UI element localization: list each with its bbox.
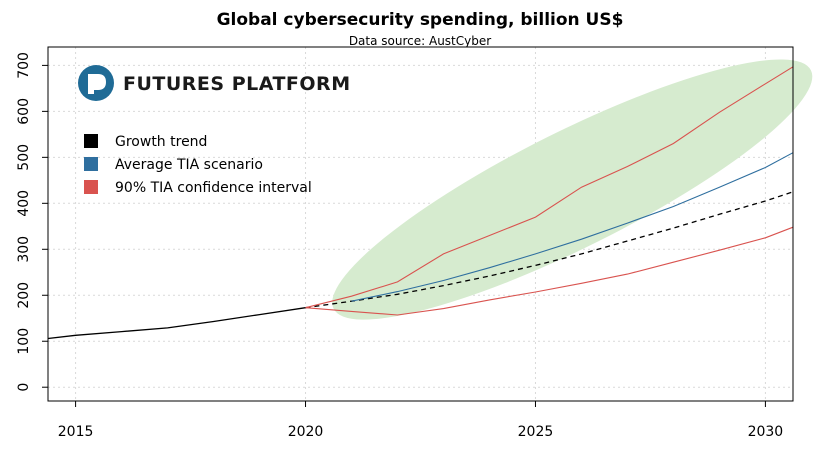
legend-swatch [84,157,98,171]
x-tick-label: 2025 [518,424,554,440]
y-tick-label: 700 [16,52,32,79]
x-tick-label: 2020 [288,424,324,440]
legend-label: Growth trend [115,134,207,150]
legend-label: 90% TIA confidence interval [115,180,312,196]
legend: Growth trend Average TIA scenario 90% TIA … [84,134,312,196]
x-axis: 2015 2020 2025 2030 [58,401,783,440]
legend-swatch [84,134,98,148]
y-axis: 0 100 200 300 400 500 600 700 [16,52,48,392]
x-tick-label: 2030 [748,424,784,440]
chart-subtitle: Data source: AustCyber [349,34,491,48]
legend-label: Average TIA scenario [115,157,263,173]
logo-text: FUTURES PLATFORM [123,73,351,95]
logo: FUTURES PLATFORM [78,65,351,101]
y-tick-label: 100 [16,328,32,355]
series-line-0 [47,307,306,340]
series-line-2 [351,152,794,302]
y-tick-label: 400 [16,190,32,217]
x-tick-label: 2015 [58,424,94,440]
y-tick-label: 0 [16,383,32,392]
y-tick-label: 300 [16,236,32,263]
y-tick-label: 500 [16,144,32,171]
confidence-ellipse [332,59,813,320]
y-tick-label: 600 [16,98,32,125]
series-line-4 [305,226,794,316]
y-tick-label: 200 [16,282,32,309]
logo-mark-glyph [88,74,106,94]
legend-swatch [84,180,98,194]
series-line-1 [305,191,794,309]
plot-frame [47,46,794,402]
chart-title: Global cybersecurity spending, billion U… [217,10,624,30]
series-lines [47,66,794,340]
series-line-3 [305,66,794,309]
confidence-region [332,59,813,320]
